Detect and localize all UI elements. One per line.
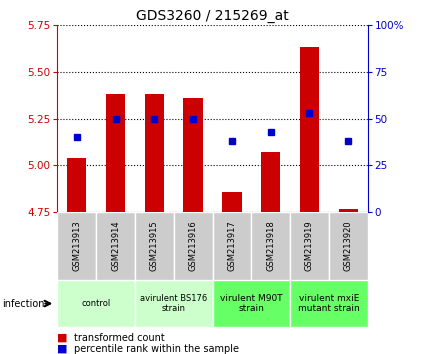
Bar bbox=[135, 212, 174, 280]
Bar bbox=[106, 94, 125, 212]
Bar bbox=[212, 212, 251, 280]
Bar bbox=[57, 280, 135, 327]
Bar bbox=[57, 212, 96, 280]
Bar bbox=[339, 209, 358, 212]
Text: GSM213917: GSM213917 bbox=[227, 221, 236, 272]
Bar bbox=[144, 94, 164, 212]
Text: virulent mxiE
mutant strain: virulent mxiE mutant strain bbox=[298, 294, 360, 313]
Bar bbox=[184, 98, 203, 212]
Bar bbox=[261, 152, 280, 212]
Bar bbox=[212, 280, 290, 327]
Bar bbox=[174, 212, 212, 280]
Bar bbox=[222, 192, 241, 212]
Bar bbox=[96, 212, 135, 280]
Text: GDS3260 / 215269_at: GDS3260 / 215269_at bbox=[136, 9, 289, 23]
Bar bbox=[300, 47, 319, 212]
Text: GSM213916: GSM213916 bbox=[189, 221, 198, 272]
Bar bbox=[67, 158, 86, 212]
Text: transformed count: transformed count bbox=[74, 333, 165, 343]
Text: avirulent BS176
strain: avirulent BS176 strain bbox=[140, 294, 207, 313]
Text: GSM213920: GSM213920 bbox=[344, 221, 353, 272]
Text: GSM213919: GSM213919 bbox=[305, 221, 314, 272]
Text: infection: infection bbox=[2, 298, 45, 309]
Text: GSM213914: GSM213914 bbox=[111, 221, 120, 272]
Text: ■: ■ bbox=[57, 333, 68, 343]
Text: virulent M90T
strain: virulent M90T strain bbox=[220, 294, 283, 313]
Bar bbox=[135, 280, 212, 327]
Text: ■: ■ bbox=[57, 344, 68, 354]
Text: GSM213918: GSM213918 bbox=[266, 221, 275, 272]
Bar bbox=[329, 212, 368, 280]
Text: percentile rank within the sample: percentile rank within the sample bbox=[74, 344, 239, 354]
Text: control: control bbox=[82, 299, 111, 308]
Bar bbox=[290, 212, 329, 280]
Text: GSM213915: GSM213915 bbox=[150, 221, 159, 272]
Bar bbox=[251, 212, 290, 280]
Text: GSM213913: GSM213913 bbox=[72, 221, 81, 272]
Bar bbox=[290, 280, 368, 327]
